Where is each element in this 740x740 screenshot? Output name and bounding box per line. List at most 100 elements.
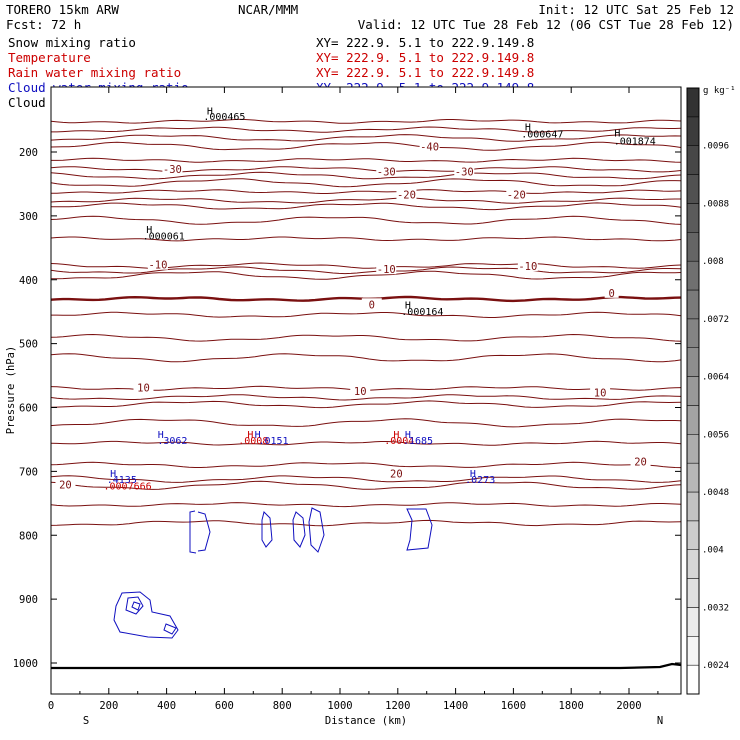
colorbar-tick-label: .0024 — [702, 661, 729, 671]
x-tick-label: 600 — [215, 700, 234, 712]
isotherm-line — [50, 166, 682, 173]
x-tick-label: 1800 — [559, 700, 584, 712]
isotherm-line — [50, 519, 682, 527]
isotherm-label: -30 — [455, 166, 474, 178]
colorbar-segment — [686, 405, 700, 435]
y-tick-label: 400 — [19, 275, 38, 287]
contour-label-bg — [361, 298, 382, 310]
extremum-value: .0273 — [465, 475, 495, 486]
contour-label-bg — [590, 386, 611, 398]
y-tick-label: 600 — [19, 403, 38, 415]
isotherm-line — [50, 475, 682, 483]
colorbar-tick-label: .0064 — [702, 373, 729, 383]
colorbar-segment — [686, 260, 700, 291]
colorbar-tick-label: .0032 — [702, 603, 729, 613]
extremum-value: .000647 — [521, 129, 563, 140]
colorbar-tick-label: .004 — [702, 546, 724, 556]
axis-ticks: 0 200 400 600 800 1000 1200 1400 1600 1800 2000200… — [13, 87, 681, 712]
x-tick-label: 1600 — [501, 700, 526, 712]
north-end-label: N — [657, 715, 663, 727]
contour-label-bg — [454, 165, 475, 177]
high-marker: H — [255, 430, 261, 441]
y-tick-label: 200 — [19, 147, 38, 159]
legend-xy: XY= 222.9. 5.1 to 222.9.149.8 — [316, 35, 534, 50]
isotherm-line — [51, 157, 682, 163]
isotherm-line — [50, 353, 682, 363]
y-tick-label: 1000 — [13, 658, 38, 670]
cloud-water-contour — [131, 601, 141, 611]
extremum-value: .000061 — [143, 232, 185, 243]
colorbar-segment — [686, 491, 700, 522]
isotherm-line — [50, 400, 682, 409]
cloud-water-contours — [113, 507, 433, 639]
isotherm-label: -10 — [377, 264, 396, 276]
isotherm-label: 20 — [59, 479, 72, 491]
plot-frame — [50, 86, 682, 695]
isotherm-line — [50, 502, 682, 508]
forecast-hour: Fcst: 72 h — [6, 17, 81, 32]
colorbar-segment — [686, 289, 700, 320]
extremum-value: .0008 — [238, 436, 268, 447]
y-tick-label: 300 — [19, 211, 38, 223]
colorbar-segment — [686, 376, 700, 406]
legend-label: Temperature — [8, 50, 91, 65]
x-tick-label: 400 — [157, 700, 176, 712]
isotherm-line — [50, 171, 682, 180]
isotherm-line — [50, 394, 682, 401]
y-tick-label: 500 — [19, 339, 38, 351]
isotherm-label: -10 — [518, 261, 537, 273]
colorbar-tick-label: .008 — [702, 257, 724, 267]
isotherm-line — [50, 134, 682, 142]
contour-label-bg — [396, 188, 417, 200]
isotherm-line — [50, 141, 682, 151]
colorbar-segment — [686, 347, 700, 377]
isotherm-line — [51, 270, 682, 280]
extremum-value: .0007666 — [103, 481, 151, 492]
isotherm-line — [51, 126, 682, 133]
colorbar-segment — [686, 116, 700, 146]
colorbar-segment — [686, 462, 700, 493]
high-marker: H — [470, 469, 476, 480]
contour-label-bg — [147, 258, 168, 270]
y-tick-label: 700 — [19, 466, 38, 478]
south-end-label: S — [83, 715, 89, 727]
cloud-water-contour — [406, 508, 433, 551]
colorbar-segment — [686, 318, 700, 348]
contour-label-bg — [376, 165, 397, 177]
x-tick-label: 2000 — [616, 700, 641, 712]
high-marker: H — [393, 430, 399, 441]
contour-label-bg — [506, 188, 527, 200]
cloud-water-contour — [292, 511, 306, 548]
contour-label-bg — [376, 263, 397, 275]
contour-label-bg — [350, 385, 371, 397]
cloud-water-contour — [261, 511, 273, 548]
isotherm-line — [50, 461, 682, 469]
high-marker: H — [207, 106, 213, 117]
isotherm-label: 0 — [608, 288, 614, 300]
colorbar-tick-label: .0088 — [702, 199, 729, 209]
colorbar-tick-label: .0096 — [702, 142, 729, 152]
high-marker: H — [405, 430, 411, 441]
isotherm-line — [50, 480, 682, 490]
colorbar-tick-label: .0048 — [702, 488, 729, 498]
colorbar-segment — [686, 87, 700, 118]
isotherm-label: 20 — [390, 469, 403, 481]
colorbar-segment — [686, 636, 700, 666]
isotherm-label: -20 — [507, 189, 526, 201]
colorbar-segment — [686, 549, 700, 579]
isotherm-label: -30 — [377, 166, 396, 178]
isotherm-line — [50, 202, 682, 211]
x-tick-label: 200 — [99, 700, 118, 712]
isotherm-label: 10 — [594, 387, 607, 399]
high-marker: H — [614, 129, 620, 140]
y-tick-label: 900 — [19, 594, 38, 606]
isotherm-label: -40 — [420, 142, 439, 154]
x-tick-label: 1400 — [443, 700, 468, 712]
extremum-value: .000164 — [401, 307, 443, 318]
valid-time: Valid: 12 UTC Tue 28 Feb 12 (06 CST Tue … — [358, 17, 734, 32]
x-tick-label: 1000 — [327, 700, 352, 712]
contour-label-bg — [517, 259, 538, 271]
colorbar-segment — [686, 578, 700, 608]
legend-label: Rain water mixing ratio — [8, 65, 181, 80]
